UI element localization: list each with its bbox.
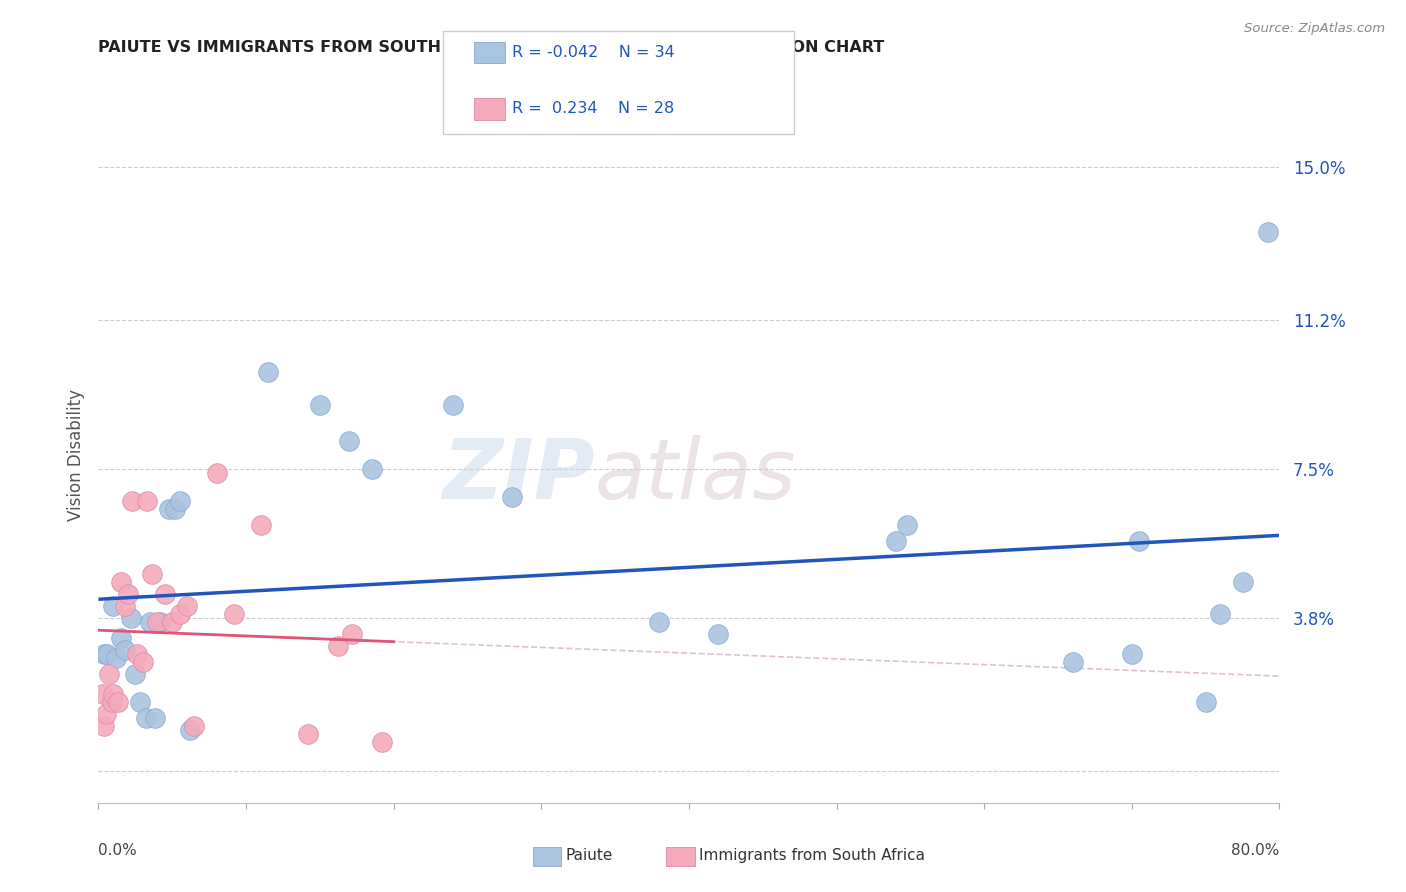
Point: [257, 366, 280, 380]
Point: [157, 502, 180, 516]
Point: [125, 647, 148, 661]
Text: Paiute: Paiute: [565, 848, 613, 863]
Point: [135, 711, 157, 725]
Point: [169, 494, 191, 508]
Text: Source: ZipAtlas.com: Source: ZipAtlas.com: [1244, 22, 1385, 36]
Point: [105, 651, 128, 665]
Point: [169, 607, 191, 621]
Text: R = -0.042    N = 34: R = -0.042 N = 34: [512, 45, 675, 60]
Point: [93, 719, 115, 733]
Point: [441, 398, 464, 412]
Point: [103, 687, 125, 701]
Point: [114, 643, 136, 657]
Point: [648, 615, 671, 629]
Point: [360, 462, 382, 476]
Point: [103, 599, 125, 613]
Point: [94, 707, 117, 722]
Point: [136, 494, 159, 508]
Point: [1209, 607, 1232, 621]
Point: [121, 494, 143, 508]
Point: [326, 639, 349, 653]
Point: [96, 647, 118, 661]
Point: [501, 490, 523, 504]
Text: ZIP: ZIP: [441, 435, 595, 516]
Text: R =  0.234    N = 28: R = 0.234 N = 28: [512, 102, 673, 116]
Text: Immigrants from South Africa: Immigrants from South Africa: [699, 848, 925, 863]
Point: [97, 667, 120, 681]
Point: [117, 587, 139, 601]
Point: [342, 627, 364, 641]
Point: [1062, 655, 1084, 669]
Point: [141, 566, 163, 581]
Point: [165, 502, 187, 516]
Point: [884, 534, 907, 549]
Point: [1232, 574, 1254, 589]
Y-axis label: Vision Disability: Vision Disability: [66, 389, 84, 521]
Point: [250, 518, 273, 533]
Point: [183, 719, 205, 733]
Point: [205, 466, 228, 480]
Point: [110, 574, 132, 589]
Point: [110, 631, 132, 645]
Text: PAIUTE VS IMMIGRANTS FROM SOUTH AFRICA VISION DISABILITY CORRELATION CHART: PAIUTE VS IMMIGRANTS FROM SOUTH AFRICA V…: [98, 40, 884, 55]
Point: [100, 695, 122, 709]
Text: atlas: atlas: [595, 435, 796, 516]
Point: [176, 599, 198, 613]
Point: [896, 518, 918, 533]
Text: 0.0%: 0.0%: [98, 843, 138, 858]
Point: [162, 615, 183, 629]
Point: [179, 723, 201, 738]
Point: [139, 615, 162, 629]
Point: [93, 647, 115, 661]
Point: [107, 695, 129, 709]
Point: [224, 607, 246, 621]
Point: [707, 627, 730, 641]
Point: [128, 695, 150, 709]
Point: [337, 434, 360, 448]
Point: [120, 611, 142, 625]
Point: [143, 711, 166, 725]
Point: [309, 398, 332, 412]
Point: [132, 655, 155, 669]
Point: [146, 615, 169, 629]
Point: [149, 615, 172, 629]
Point: [114, 599, 136, 613]
Point: [1128, 534, 1150, 549]
Point: [1257, 225, 1279, 239]
Point: [153, 587, 176, 601]
Point: [91, 687, 114, 701]
Point: [371, 735, 394, 749]
Point: [297, 727, 319, 741]
Text: 80.0%: 80.0%: [1232, 843, 1279, 858]
Point: [1195, 695, 1218, 709]
Point: [124, 667, 146, 681]
Point: [1121, 647, 1143, 661]
